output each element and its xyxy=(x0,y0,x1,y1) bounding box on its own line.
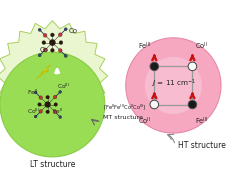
Circle shape xyxy=(43,33,47,37)
Text: $\sf{Fe^{II}}$: $\sf{Fe^{II}}$ xyxy=(27,88,38,97)
Circle shape xyxy=(38,103,41,106)
Circle shape xyxy=(150,100,159,109)
Text: $\sf{Co^{II}}$: $\sf{Co^{II}}$ xyxy=(138,116,151,128)
Circle shape xyxy=(64,28,67,31)
Circle shape xyxy=(126,38,221,133)
Text: $\sf{Co^{III}}$: $\sf{Co^{III}}$ xyxy=(27,107,40,116)
Circle shape xyxy=(34,115,37,118)
Text: $\sf{Fe^{III}}$: $\sf{Fe^{III}}$ xyxy=(195,116,209,128)
Text: Co: Co xyxy=(69,28,78,34)
Circle shape xyxy=(188,100,197,109)
Circle shape xyxy=(38,54,41,57)
Circle shape xyxy=(43,48,47,52)
Text: MT structure: MT structure xyxy=(103,115,143,120)
Text: $[\sf{Fe^{II}Fe^{III}Co^{II}Co^{III}}]$: $[\sf{Fe^{II}Fe^{III}Co^{II}Co^{III}}]$ xyxy=(103,102,146,112)
Circle shape xyxy=(58,33,62,37)
Circle shape xyxy=(0,52,105,157)
Text: $\sf{Fe^{III}}$: $\sf{Fe^{III}}$ xyxy=(138,41,152,52)
Text: HT structure: HT structure xyxy=(178,141,226,150)
Circle shape xyxy=(42,41,46,44)
Text: LT structure: LT structure xyxy=(30,160,75,169)
Text: Co: Co xyxy=(40,47,49,53)
Circle shape xyxy=(49,40,55,46)
Circle shape xyxy=(145,57,202,114)
Circle shape xyxy=(46,110,49,114)
Circle shape xyxy=(39,96,43,99)
Circle shape xyxy=(150,62,159,71)
Circle shape xyxy=(39,110,43,113)
Text: $\sf{Co^{II}}$: $\sf{Co^{II}}$ xyxy=(195,41,208,52)
Circle shape xyxy=(188,62,197,71)
Circle shape xyxy=(34,91,37,94)
Polygon shape xyxy=(0,21,108,131)
Circle shape xyxy=(59,116,62,119)
Circle shape xyxy=(54,103,58,106)
Circle shape xyxy=(38,28,41,31)
Circle shape xyxy=(51,48,54,52)
Circle shape xyxy=(64,54,67,57)
Circle shape xyxy=(53,110,57,114)
Text: $\sf{Co^{III}}$: $\sf{Co^{III}}$ xyxy=(57,81,70,91)
Circle shape xyxy=(45,102,51,107)
Circle shape xyxy=(58,49,62,52)
Circle shape xyxy=(59,41,63,44)
Text: $\sf{Fe^{II}}$: $\sf{Fe^{II}}$ xyxy=(52,107,63,116)
Circle shape xyxy=(53,95,57,99)
Polygon shape xyxy=(36,64,51,79)
Circle shape xyxy=(46,95,49,99)
Circle shape xyxy=(59,91,62,93)
Text: $\it{J}$ = 11 cm$^{-1}$: $\it{J}$ = 11 cm$^{-1}$ xyxy=(151,77,196,90)
Circle shape xyxy=(51,33,54,37)
